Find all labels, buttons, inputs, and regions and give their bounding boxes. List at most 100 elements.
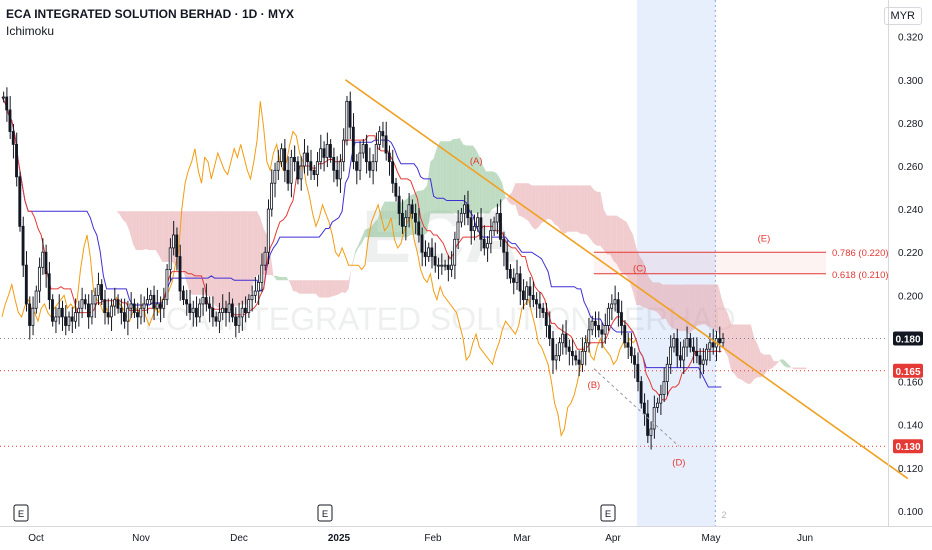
kumo-segment <box>217 211 222 308</box>
candle-body <box>649 428 653 436</box>
candle-body <box>701 359 705 365</box>
candle-body <box>136 312 139 318</box>
candle-body <box>5 96 9 111</box>
kumo-segment <box>371 222 375 238</box>
candle <box>90 289 94 325</box>
candle <box>47 261 51 310</box>
kumo-segment <box>122 211 127 224</box>
candle <box>31 296 35 336</box>
price-tag: 0.130 <box>893 439 923 454</box>
kumo-segment <box>652 282 656 312</box>
candle <box>669 335 672 375</box>
kumo-segment <box>100 136 104 162</box>
candle-body <box>119 307 123 313</box>
candle <box>685 326 689 357</box>
wave-label: (B) <box>588 380 601 391</box>
candle <box>518 266 522 306</box>
candle-body <box>67 316 71 326</box>
time-tick-label: Dec <box>230 533 248 544</box>
candle <box>440 253 444 275</box>
kumo-segment <box>538 185 542 228</box>
currency-badge[interactable]: MYR <box>883 7 922 25</box>
candle <box>302 139 306 174</box>
candle <box>381 121 385 148</box>
candle <box>616 292 620 327</box>
candle <box>361 139 365 159</box>
earnings-marker[interactable]: E <box>600 504 616 522</box>
candle <box>351 113 355 170</box>
kumo-segment <box>548 185 552 220</box>
candle-body <box>718 338 722 344</box>
candle-body <box>358 152 362 171</box>
candle-body <box>11 131 15 145</box>
candle-body <box>270 182 274 210</box>
kumo-segment <box>616 215 621 271</box>
candle-body <box>198 303 202 318</box>
kumo-segment <box>705 284 709 327</box>
kumo-segment <box>463 144 467 214</box>
candle <box>570 339 574 366</box>
candle-body <box>47 273 51 301</box>
kumo-segment <box>629 228 634 293</box>
earnings-marker[interactable]: E <box>317 504 333 522</box>
candle-body <box>87 303 90 318</box>
candle <box>227 292 231 323</box>
kumo-segment <box>106 181 110 201</box>
candle <box>139 294 143 325</box>
candle-body <box>70 316 74 322</box>
candle-body <box>688 338 692 348</box>
price-tag: 0.165 <box>893 363 923 378</box>
candle <box>178 244 182 301</box>
candle-body <box>495 213 499 223</box>
time-tick-label: Jun <box>797 533 813 544</box>
candle <box>250 285 254 312</box>
kumo-segment <box>757 343 761 378</box>
candle <box>505 240 509 280</box>
candle-body <box>315 161 319 176</box>
candle <box>132 298 136 318</box>
candle-body <box>499 213 502 240</box>
candle <box>266 199 270 265</box>
kumo-segment <box>691 284 696 331</box>
candle-body <box>515 273 519 283</box>
candle <box>309 149 313 181</box>
kumo-segment <box>149 211 153 251</box>
kumo-segment <box>750 324 755 384</box>
kumo-segment <box>227 211 231 308</box>
kumo-segment <box>87 97 91 104</box>
candle-body <box>669 346 672 365</box>
candle <box>64 305 67 336</box>
candle-body <box>698 355 702 365</box>
candle <box>701 348 705 375</box>
candle <box>21 216 25 278</box>
candle-body <box>436 264 440 267</box>
candle <box>721 333 725 349</box>
kumo-segment <box>472 145 477 214</box>
candle <box>587 317 591 353</box>
candle-body <box>348 100 352 128</box>
candle <box>224 300 228 327</box>
kumo-segment <box>662 284 666 320</box>
kumo-segment <box>145 211 150 251</box>
kumo-segment <box>312 280 316 294</box>
candle <box>217 302 221 334</box>
time-tick-label: 2025 <box>328 533 351 544</box>
kumo-segment <box>253 211 258 282</box>
candle-body <box>629 346 633 357</box>
kumo-segment <box>387 201 392 238</box>
candle <box>548 311 551 346</box>
candle-body <box>642 402 646 415</box>
candle-body <box>404 217 408 227</box>
kumo-segment <box>351 251 356 268</box>
candle <box>593 311 597 338</box>
kumo-segment <box>165 211 169 262</box>
kumo-segment <box>508 191 513 205</box>
candle <box>296 156 300 185</box>
kumo-segment <box>776 359 781 364</box>
candle <box>149 289 153 306</box>
indicator-label[interactable]: Ichimoku <box>6 24 55 38</box>
candle-body <box>299 165 303 180</box>
earnings-marker[interactable]: E <box>13 504 29 522</box>
kumo-segment <box>338 280 343 295</box>
